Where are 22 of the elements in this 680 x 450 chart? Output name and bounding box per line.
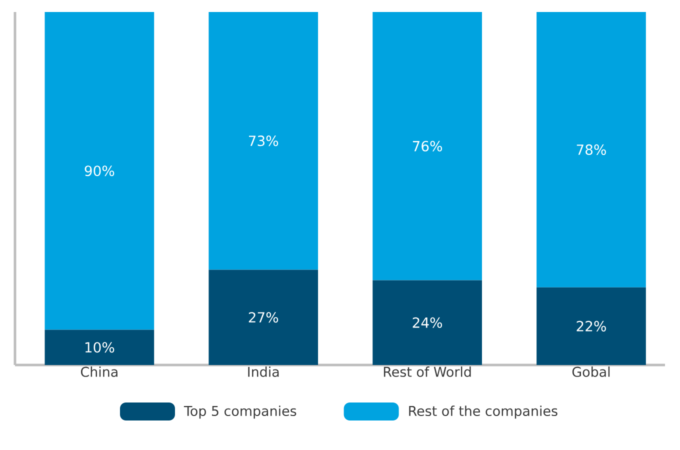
data-label: 22% <box>576 320 606 332</box>
data-label: 76% <box>412 140 442 152</box>
data-label: 90% <box>84 166 114 176</box>
bar <box>372 280 482 365</box>
data-label: 73% <box>249 136 278 146</box>
data-label: 24% <box>412 317 442 328</box>
data-label: 27% <box>248 312 278 323</box>
x-tick-label: Rest of World <box>384 366 471 377</box>
bar <box>372 12 482 280</box>
bar <box>536 12 646 288</box>
x-tick-label: India <box>248 366 279 377</box>
bar <box>44 330 154 365</box>
bar <box>536 287 646 365</box>
x-tick-label: China <box>80 366 118 377</box>
data-label: 10% <box>85 342 114 353</box>
legend-label: Top 5 companies <box>184 406 296 419</box>
bar <box>208 270 318 365</box>
bar <box>44 12 154 330</box>
legend-label: Rest of the companies <box>409 406 558 419</box>
bar <box>208 12 318 270</box>
data-label: 78% <box>576 144 606 155</box>
x-tick-label: Gobal <box>572 366 610 377</box>
